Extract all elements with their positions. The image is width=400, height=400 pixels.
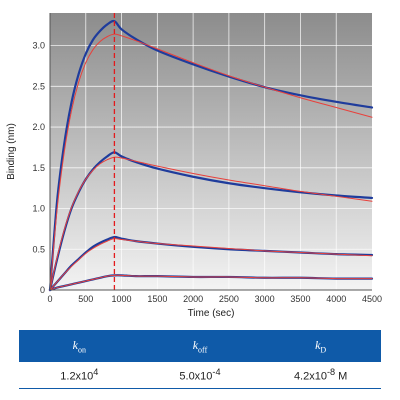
x-tick-label: 3000 [255, 294, 275, 304]
value-kd: 4.2x10-8 M [260, 362, 381, 389]
header-kd: kD [260, 330, 381, 362]
x-tick-label: 1500 [147, 294, 167, 304]
x-tick-label: 2500 [219, 294, 239, 304]
y-tick-label: 3.0 [32, 41, 45, 51]
kinetics-header-row: kon koff kD [19, 330, 381, 362]
x-tick-label: 0 [47, 294, 52, 304]
fit-curve [49, 274, 373, 291]
y-tick-label: 0 [40, 285, 45, 295]
y-tick-label: 1.0 [32, 204, 45, 214]
value-kon: 1.2x104 [19, 362, 140, 389]
x-tick-label: 3500 [290, 294, 310, 304]
header-koff: koff [139, 330, 261, 362]
kinetics-table: kon koff kD 1.2x104 5.0x10-4 4.2x10-8 M [19, 330, 381, 389]
y-tick-label: 0.5 [32, 244, 45, 254]
tick-labels: 0 500 1000 1500 2000 2500 3000 3500 4000 4500 0 0.5… [32, 41, 382, 304]
x-tick-label: 1000 [112, 294, 132, 304]
y-tick-label: 2.0 [32, 122, 45, 132]
x-tick-label: 4000 [326, 294, 346, 304]
fit-curve [49, 33, 373, 291]
y-tick-label: 2.5 [32, 81, 45, 91]
y-axis-label: Binding (nm) [6, 123, 17, 180]
grid-lines [50, 13, 372, 290]
x-tick-label: 4500 [362, 294, 382, 304]
kinetics-value-row: 1.2x104 5.0x10-4 4.2x10-8 M [19, 362, 381, 389]
value-koff: 5.0x10-4 [139, 362, 261, 389]
header-kon: kon [19, 330, 140, 362]
x-axis-label: Time (sec) [188, 308, 235, 319]
plot-area [50, 13, 372, 290]
x-tick-label: 500 [78, 294, 93, 304]
y-tick-label: 1.5 [32, 163, 45, 173]
x-tick-label: 2000 [183, 294, 203, 304]
